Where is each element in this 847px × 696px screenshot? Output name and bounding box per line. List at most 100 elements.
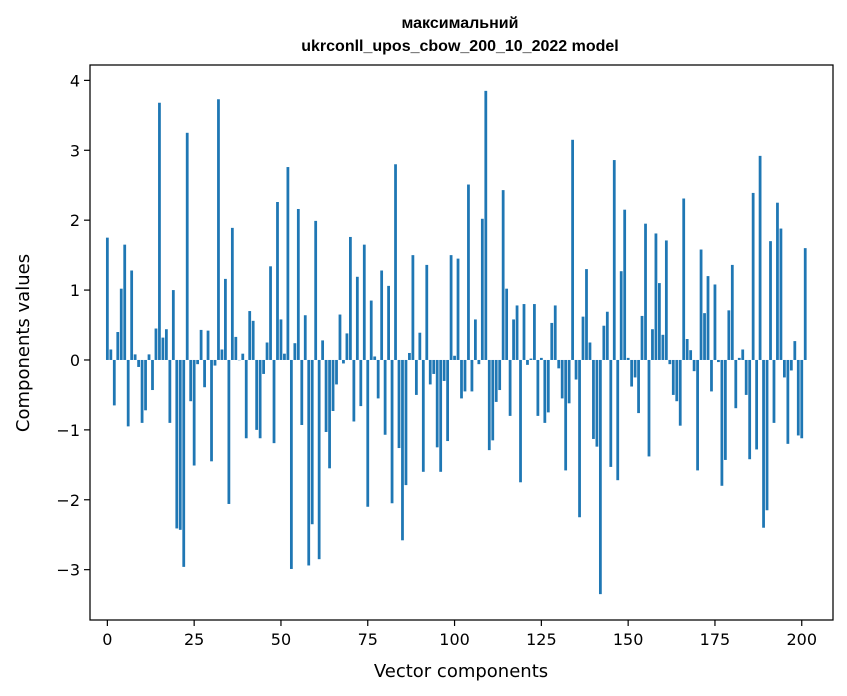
bar-76 (369, 300, 373, 360)
bar-161 (664, 240, 668, 360)
bar-165 (678, 359, 682, 426)
y-tick-label: 1 (70, 281, 80, 300)
bar-118 (515, 305, 519, 360)
bar-160 (661, 334, 665, 360)
bar-84 (397, 359, 401, 449)
bar-117 (512, 319, 515, 360)
bar-122 (529, 358, 533, 360)
bar-46 (265, 342, 269, 360)
bar-7 (130, 270, 134, 360)
bar-145 (609, 359, 613, 467)
bar-151 (630, 359, 634, 387)
bar-125 (539, 357, 543, 360)
bar-63 (324, 359, 328, 432)
x-tick-label: 175 (700, 630, 731, 649)
bar-29 (206, 330, 210, 360)
bar-91 (421, 359, 425, 472)
bar-196 (786, 359, 790, 444)
bar-197 (789, 359, 793, 371)
bar-20 (175, 359, 179, 529)
bar-195 (783, 359, 786, 378)
bar-181 (734, 359, 738, 409)
bar-65 (331, 359, 335, 411)
bar-52 (286, 167, 290, 360)
bar-134 (571, 139, 574, 360)
bar-156 (647, 359, 651, 457)
bar-23 (185, 132, 189, 360)
bar-83 (394, 164, 397, 360)
bar-88 (411, 255, 415, 360)
bar-51 (283, 353, 286, 360)
bar-17 (164, 329, 168, 360)
bar-201 (803, 248, 807, 360)
bar-139 (588, 342, 592, 360)
x-tick-label: 75 (358, 630, 378, 649)
bar-146 (612, 160, 616, 360)
bar-123 (533, 304, 536, 360)
bar-0 (105, 237, 109, 360)
y-tick-label: −2 (56, 491, 80, 510)
bar-10 (140, 359, 144, 423)
bar-131 (560, 359, 564, 399)
bar-74 (362, 244, 366, 360)
bar-110 (487, 359, 491, 451)
bar-47 (269, 266, 272, 360)
bar-147 (616, 359, 620, 481)
bar-4 (119, 288, 123, 360)
bar-89 (414, 359, 418, 395)
bar-32 (217, 99, 220, 360)
bar-98 (446, 359, 449, 442)
bar-68 (342, 359, 345, 364)
bar-127 (546, 359, 550, 413)
bar-135 (574, 359, 578, 380)
bar-176 (717, 359, 720, 363)
bar-41 (248, 311, 252, 360)
bar-33 (220, 349, 224, 360)
bar-40 (244, 359, 248, 439)
bar-164 (675, 359, 679, 402)
y-tick-label: −1 (56, 421, 80, 440)
bar-120 (522, 304, 526, 360)
bar-184 (744, 359, 748, 395)
bar-166 (682, 198, 686, 360)
x-tick-label: 150 (613, 630, 644, 649)
bar-141 (595, 359, 599, 447)
bar-21 (178, 359, 182, 530)
bar-175 (713, 284, 717, 360)
bar-200 (800, 359, 804, 439)
bar-67 (338, 314, 342, 360)
bar-57 (303, 315, 307, 360)
bar-35 (227, 359, 231, 504)
bar-42 (251, 320, 255, 360)
bar-114 (501, 190, 505, 360)
bar-169 (692, 359, 696, 372)
bar-59 (310, 359, 314, 525)
bar-66 (335, 359, 338, 385)
bar-14 (154, 328, 158, 360)
bar-148 (619, 271, 623, 360)
bar-142 (598, 359, 602, 595)
x-tick-label: 200 (786, 630, 817, 649)
bar-101 (456, 258, 460, 360)
bar-186 (751, 192, 755, 360)
bar-128 (550, 322, 554, 360)
bar-62 (321, 340, 325, 360)
bar-121 (526, 359, 529, 365)
bar-111 (491, 359, 495, 441)
bar-109 (484, 90, 488, 360)
bar-36 (230, 227, 234, 360)
bar-71 (352, 359, 356, 422)
bar-31 (213, 359, 217, 366)
bar-8 (133, 354, 137, 360)
bar-138 (585, 269, 588, 360)
bar-154 (640, 315, 644, 360)
x-axis-label: Vector components (374, 661, 548, 682)
bar-162 (668, 359, 672, 365)
bar-92 (425, 264, 429, 360)
bar-18 (168, 359, 172, 423)
bar-163 (671, 359, 675, 395)
y-tick-label: 4 (70, 71, 80, 90)
bar-77 (373, 356, 377, 360)
y-tick-label: 3 (70, 141, 80, 160)
x-tick-label: 125 (526, 630, 557, 649)
